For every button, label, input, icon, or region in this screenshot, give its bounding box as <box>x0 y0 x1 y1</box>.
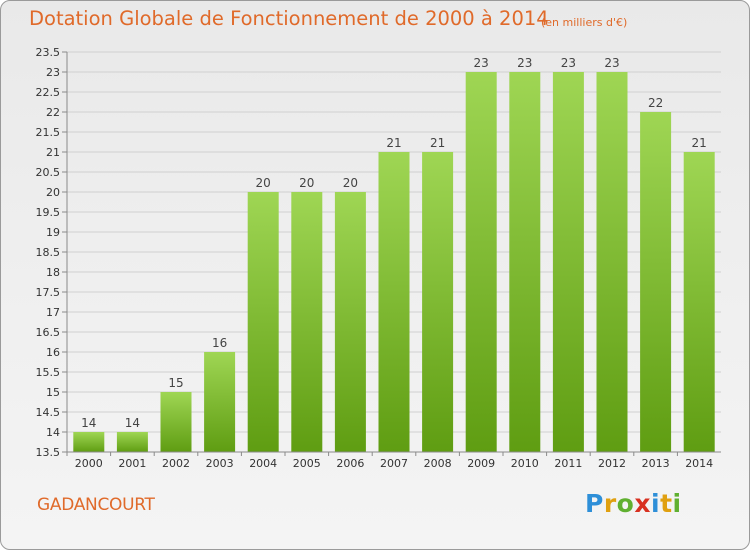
x-tick-label-2000: 2000 <box>75 457 103 470</box>
bar-2002 <box>160 392 192 452</box>
value-label-2005: 20 <box>299 176 314 190</box>
value-labels: 14 14 15 16 20 20 20 21 21 23 23 23 23 22 21 <box>81 56 707 430</box>
x-axis-labels: 2000 2001 2002 2003 2004 2005 2006 2007 2008 2009… <box>66 452 713 470</box>
y-tick-label: 21.5 <box>36 126 61 139</box>
value-label-2006: 20 <box>343 176 358 190</box>
y-tick-label: 13.5 <box>36 446 61 459</box>
x-tick-label-2001: 2001 <box>118 457 146 470</box>
value-label-2000: 14 <box>81 416 96 430</box>
logo-letter: r <box>603 489 617 518</box>
x-tick-label-2006: 2006 <box>336 457 364 470</box>
value-label-2009: 23 <box>474 56 489 70</box>
y-tick-label: 19 <box>46 226 60 239</box>
value-label-2014: 21 <box>692 136 707 150</box>
bar-2006 <box>334 192 366 452</box>
bar-2009 <box>465 72 497 452</box>
logo-letter: i <box>651 489 661 518</box>
y-tick-label: 23 <box>46 66 60 79</box>
y-tick-label: 23.5 <box>36 46 61 59</box>
value-label-2003: 16 <box>212 336 227 350</box>
logo-letter: x <box>634 489 651 518</box>
value-label-2001: 14 <box>125 416 140 430</box>
x-tick-label-2005: 2005 <box>293 457 321 470</box>
bar-2014 <box>683 152 715 452</box>
y-tick-label: 14 <box>46 426 60 439</box>
y-tick-label: 19.5 <box>36 206 61 219</box>
y-tick-label: 18 <box>46 266 60 279</box>
commune-name: GADANCOURT <box>37 495 155 515</box>
bar-2007 <box>378 152 410 452</box>
value-label-2007: 21 <box>386 136 401 150</box>
bar-2000 <box>73 432 105 452</box>
bar-2005 <box>291 192 323 452</box>
x-tick-label-2012: 2012 <box>598 457 626 470</box>
bar-2004 <box>247 192 279 452</box>
logo-letter: i <box>672 489 682 518</box>
y-axis-ticks: 13.5 14 14.5 15 15.5 16 16.5 17 17.5 18 18.5 19 19.5… <box>36 46 67 459</box>
y-tick-label: 21 <box>46 146 60 159</box>
y-tick-label: 17.5 <box>36 286 61 299</box>
y-tick-label: 20.5 <box>36 166 61 179</box>
bar-2011 <box>552 72 584 452</box>
value-label-2002: 15 <box>168 376 183 390</box>
logo-letter: t <box>660 489 673 518</box>
x-tick-label-2014: 2014 <box>685 457 713 470</box>
axes <box>66 52 721 453</box>
value-label-2008: 21 <box>430 136 445 150</box>
value-label-2004: 20 <box>256 176 271 190</box>
logo-letter: P <box>585 489 604 518</box>
y-tick-label: 18.5 <box>36 246 61 259</box>
y-tick-label: 16 <box>46 346 60 359</box>
bar-2001 <box>116 432 148 452</box>
x-tick-label-2009: 2009 <box>467 457 495 470</box>
y-tick-label: 16.5 <box>36 326 61 339</box>
value-label-2011: 23 <box>561 56 576 70</box>
y-tick-label: 20 <box>46 186 60 199</box>
bar-2010 <box>509 72 541 452</box>
y-tick-label: 17 <box>46 306 60 319</box>
chart-subtitle: (en milliers d'€) <box>541 16 628 29</box>
bars <box>73 72 715 452</box>
value-label-2013: 22 <box>648 96 663 110</box>
value-label-2012: 23 <box>604 56 619 70</box>
proxiti-logo: Proxiti <box>585 489 682 518</box>
value-label-2010: 23 <box>517 56 532 70</box>
chart-title: Dotation Globale de Fonctionnement de 20… <box>29 7 549 30</box>
y-tick-label: 15 <box>46 386 60 399</box>
y-tick-label: 15.5 <box>36 366 61 379</box>
bar-2012 <box>596 72 628 452</box>
y-tick-label: 14.5 <box>36 406 61 419</box>
bar-2008 <box>422 152 454 452</box>
y-tick-label: 22.5 <box>36 86 61 99</box>
x-tick-label-2010: 2010 <box>511 457 539 470</box>
x-tick-label-2003: 2003 <box>206 457 234 470</box>
x-tick-label-2007: 2007 <box>380 457 408 470</box>
bar-2013 <box>640 112 672 452</box>
x-tick-label-2008: 2008 <box>424 457 452 470</box>
logo-letter: o <box>616 489 635 518</box>
x-tick-label-2011: 2011 <box>554 457 582 470</box>
y-tick-label: 22 <box>46 106 60 119</box>
x-tick-label-2002: 2002 <box>162 457 190 470</box>
x-tick-label-2013: 2013 <box>642 457 670 470</box>
bar-2003 <box>204 352 236 452</box>
x-tick-label-2004: 2004 <box>249 457 277 470</box>
